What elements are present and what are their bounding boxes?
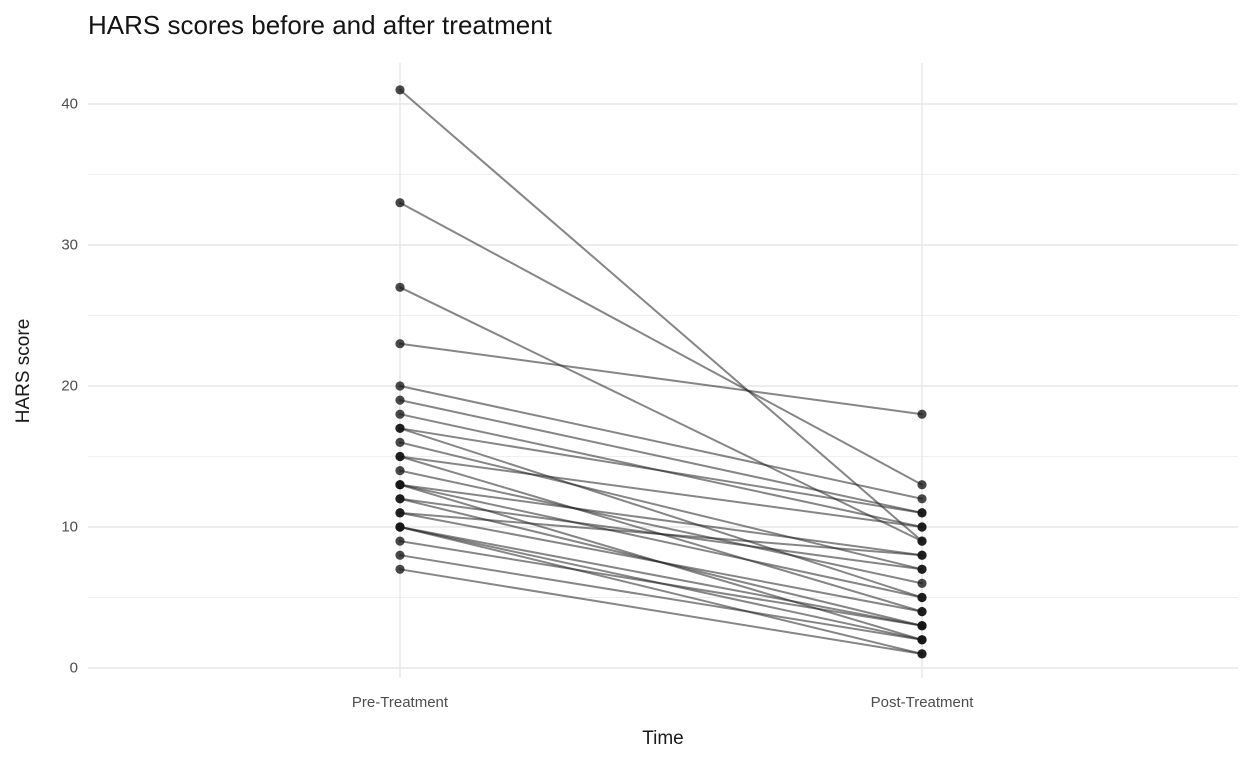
data-point-post <box>917 508 927 518</box>
connection-line <box>399 427 923 514</box>
data-point-post <box>917 592 927 603</box>
data-point-pre <box>395 381 405 391</box>
data-point-pre <box>395 466 405 476</box>
connection-line <box>399 441 923 571</box>
y-tick-label-0: 0 <box>69 659 78 677</box>
data-point-pre <box>395 339 405 349</box>
data-point-pre <box>395 395 405 405</box>
data-point-pre <box>395 437 405 447</box>
data-point-post <box>917 494 927 504</box>
data-point-pre <box>395 564 405 574</box>
data-point-pre <box>395 451 405 462</box>
connection-line <box>399 427 923 599</box>
data-point-post <box>917 621 927 631</box>
connection-line <box>399 511 923 557</box>
data-point-pre <box>395 480 405 490</box>
connection-line <box>399 342 923 416</box>
data-point-pre <box>395 282 405 292</box>
data-point-post <box>917 536 927 546</box>
connection-line <box>399 568 923 655</box>
data-point-post <box>917 607 927 617</box>
y-tick-label-10: 10 <box>61 518 78 536</box>
connection-line <box>399 554 923 641</box>
data-point-pre <box>395 508 405 518</box>
data-point-pre <box>395 409 405 419</box>
connection-line <box>399 526 923 655</box>
connection-line <box>399 483 923 599</box>
data-point-post <box>917 409 927 419</box>
data-point-pre <box>395 423 405 433</box>
data-point-post <box>917 522 927 532</box>
data-point-pre <box>395 550 405 560</box>
x-tick-post-treatment: Post-Treatment <box>870 694 974 711</box>
connection-line <box>399 399 923 514</box>
connection-line <box>399 88 923 543</box>
x-tick-pre-treatment: Pre-Treatment <box>351 694 449 711</box>
data-point-pre <box>395 522 405 532</box>
chart-title: HARS scores before and after treatment <box>88 10 552 40</box>
connection-line <box>399 511 923 613</box>
connection-line <box>399 385 923 500</box>
x-axis-label: Time <box>642 728 684 749</box>
data-point-post <box>917 480 927 490</box>
y-tick-label-30: 30 <box>61 236 78 254</box>
data-point-post <box>917 635 927 645</box>
data-point-pre <box>395 198 405 208</box>
data-point-post <box>917 550 927 560</box>
connection-line <box>399 286 923 543</box>
connection-line <box>399 526 923 627</box>
y-tick-label-20: 20 <box>61 377 78 395</box>
y-axis-label: HARS score <box>13 318 34 424</box>
data-point-pre <box>395 494 405 504</box>
connection-line <box>399 540 923 627</box>
data-point-pre <box>395 536 405 546</box>
connection-line <box>399 455 923 528</box>
data-point-pre <box>395 85 405 95</box>
data-point-post <box>917 649 927 659</box>
connection-line <box>399 483 923 557</box>
data-point-post <box>917 564 927 574</box>
data-point-post <box>917 578 927 589</box>
connection-line <box>399 469 923 585</box>
y-tick-label-40: 40 <box>61 95 78 113</box>
connection-line <box>399 201 923 486</box>
